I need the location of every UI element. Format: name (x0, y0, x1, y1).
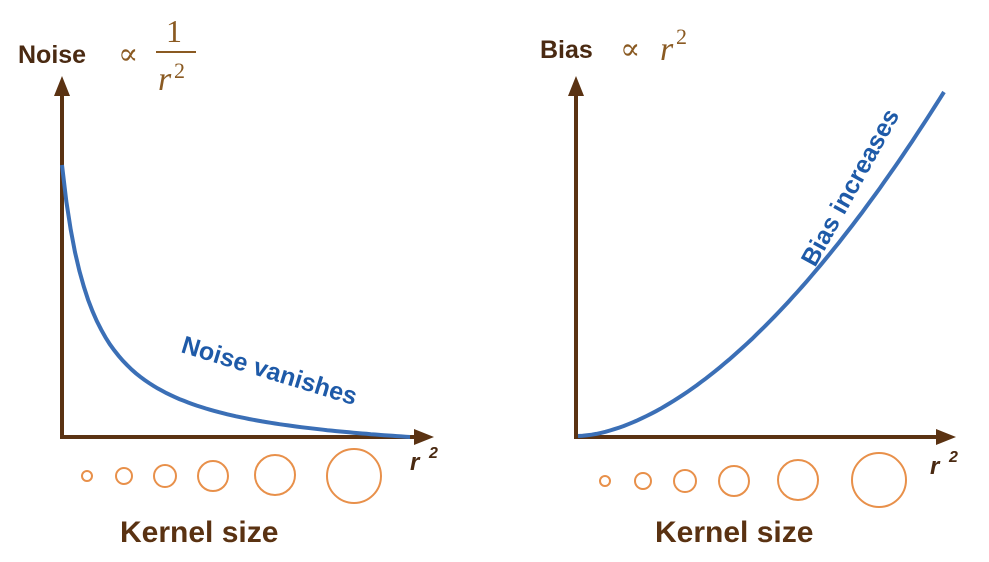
bias-y-arrow (568, 76, 584, 96)
noise-proportional-symbol: ∝ (118, 37, 138, 72)
bias-x-label-exp: 2 (948, 449, 958, 466)
noise-panel: Noise ∝ 1 r 2 Noise vanishes r 2 Kernel … (18, 13, 438, 549)
noise-x-arrow (414, 429, 434, 445)
noise-curve-label: Noise vanishes (178, 331, 360, 411)
noise-x-label-var: r (410, 449, 421, 476)
noise-kernel-circle-4 (197, 460, 229, 492)
bias-kernel-circle-3 (673, 469, 697, 493)
bias-rhs-var: r (660, 31, 674, 68)
noise-x-label-exp: 2 (428, 445, 438, 462)
bias-panel: Bias ∝ r 2 Bias increases r 2 Kernel siz… (540, 24, 958, 549)
noise-curve (60, 164, 411, 439)
noise-kernel-circle-3 (153, 464, 177, 488)
noise-fraction-numerator: 1 (166, 13, 182, 49)
bias-curve-label: Bias increases (796, 104, 905, 271)
bias-y-label: Bias (540, 36, 593, 64)
noise-y-arrow (54, 76, 70, 96)
noise-fraction-denominator-exp: 2 (174, 58, 185, 83)
noise-kernel-circle-6 (326, 448, 382, 504)
bias-kernel-circle-6 (851, 452, 907, 508)
bias-kernel-circle-4 (718, 465, 750, 497)
noise-kernel-circle-1 (81, 470, 93, 482)
bias-proportional-symbol: ∝ (620, 32, 640, 67)
noise-kernel-circles (81, 448, 382, 504)
bias-kernel-circles (599, 452, 907, 508)
bias-kernel-circle-2 (634, 472, 652, 490)
bias-x-label-var: r (930, 453, 941, 480)
noise-y-label: Noise (18, 41, 86, 69)
bias-rhs-exp: 2 (676, 24, 687, 49)
bias-kernel-circle-1 (599, 475, 611, 487)
bias-x-arrow (936, 429, 956, 445)
bias-curve (577, 90, 946, 438)
noise-kernel-circle-2 (115, 467, 133, 485)
noise-fraction-denominator-var: r (158, 61, 172, 98)
noise-kernel-circle-5 (254, 454, 296, 496)
bias-kernel-label: Kernel size (655, 516, 813, 549)
noise-kernel-label: Kernel size (120, 516, 278, 549)
bias-kernel-circle-5 (777, 459, 819, 501)
